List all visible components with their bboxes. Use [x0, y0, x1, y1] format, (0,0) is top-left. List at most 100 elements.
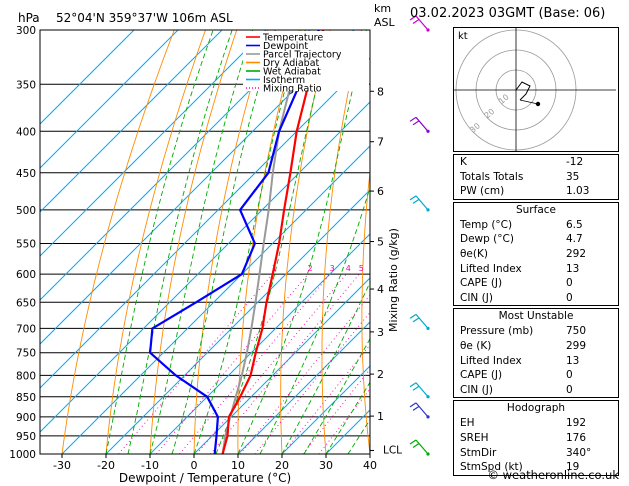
- legend-entry: Dewpoint: [263, 41, 308, 52]
- parcel-point: [224, 435, 227, 437]
- most-unstable-row: CAPE (J) 0: [454, 368, 618, 383]
- wind-barb: [415, 195, 429, 211]
- dry-adiabat-line: [321, 30, 362, 454]
- mixing-ratio-label: 20: [443, 264, 453, 273]
- wind-barb: [415, 382, 429, 398]
- index-row: K -12: [454, 155, 618, 170]
- hodograph-table-value: 19: [566, 461, 580, 474]
- wind-barb: [415, 402, 429, 418]
- wind-barb-dot: [426, 415, 430, 419]
- parcel-point: [240, 374, 243, 377]
- legend-entry: Wet Adiabat: [263, 67, 321, 78]
- wind-barb: [415, 116, 429, 132]
- dry-adiabat-line: [401, 30, 424, 454]
- isotherm-line: [237, 321, 370, 454]
- isotherm-line: [105, 189, 370, 454]
- hodograph-table-row: StmDir 340°: [454, 446, 618, 461]
- most-unstable-row: Lifted Index 13: [454, 354, 618, 369]
- wind-barb-flag: [409, 15, 417, 21]
- wet-adiabat-line: [105, 30, 214, 454]
- hodograph-table-value: 192: [566, 417, 587, 430]
- surface-row: θe(K) 292: [454, 247, 618, 262]
- pressure-tick-label: 750: [16, 348, 36, 360]
- pressure-tick-label: 900: [16, 412, 36, 424]
- wind-barb-dot: [426, 28, 430, 32]
- x-axis-label: Dewpoint / Temperature (°C): [119, 471, 291, 485]
- index-row: PW (cm) 1.03: [454, 184, 618, 199]
- most-unstable-value: 13: [566, 354, 580, 367]
- mixing-ratio-line: [155, 273, 309, 454]
- temperature-point: [278, 242, 280, 245]
- chart-profiles: [149, 30, 325, 454]
- isotherm-line: [149, 233, 370, 454]
- km-label: km: [374, 2, 391, 15]
- index-row: Totals Totals 35: [454, 170, 618, 185]
- dry-adiabat-line: [61, 30, 175, 454]
- legend-background: [243, 31, 369, 91]
- x-tick-label: 30: [319, 459, 333, 472]
- most-unstable-label: CAPE (J): [460, 369, 503, 382]
- pressure-tick-label: 1000: [9, 449, 36, 461]
- pressure-tick-label: 450: [16, 168, 36, 180]
- km-tick-label: 6: [377, 185, 384, 198]
- dry-adiabat-line: [361, 167, 370, 454]
- wind-barb-dot: [426, 326, 430, 330]
- isotherm-line: [40, 30, 179, 169]
- temperature-point: [283, 209, 285, 211]
- most-unstable-value: 0: [566, 383, 573, 396]
- wind-barb-dot: [426, 129, 430, 133]
- km-tick-label: 2: [377, 368, 384, 381]
- parcel-point: [250, 327, 253, 330]
- legend-entry: Mixing Ratio: [263, 84, 322, 95]
- index-value: -12: [566, 156, 584, 168]
- surface-value: 6.5: [566, 218, 583, 231]
- wind-barb-flag: [412, 385, 420, 391]
- km-tick-label: 1: [377, 410, 384, 423]
- copyright-footer: © weatheronline.co.uk: [487, 468, 619, 482]
- parcel-point: [267, 209, 270, 211]
- dewpoint-point: [215, 435, 218, 437]
- pressure-tick-label: 500: [16, 205, 36, 217]
- dewpoint-point: [149, 351, 151, 354]
- parcel-point: [235, 395, 237, 398]
- most-unstable-value: 299: [566, 339, 587, 352]
- dewpoint-point: [254, 242, 256, 245]
- wind-barb-flag: [409, 439, 417, 445]
- wet-adiabat-line: [127, 30, 233, 454]
- pressure-tick-label: 950: [16, 431, 36, 443]
- dewpoint-point: [239, 209, 241, 211]
- mixing-ratio-line: [282, 344, 370, 454]
- index-label: K: [460, 156, 467, 168]
- surface-label: Temp (°C): [460, 218, 513, 231]
- most-unstable-label: Pressure (mb): [460, 325, 534, 338]
- wet-adiabat-line: [237, 30, 367, 454]
- temperature-point: [239, 395, 242, 398]
- most-unstable-label: Lifted Index: [460, 354, 522, 367]
- wind-barb-flag: [412, 198, 420, 204]
- parcel-point: [246, 351, 248, 354]
- wind-barb-flag: [409, 116, 417, 122]
- wind-barb-flag: [412, 317, 420, 323]
- most-unstable-row: CIN (J) 0: [454, 383, 618, 398]
- isotherm-line: [40, 30, 311, 301]
- mixing-ratio-label: 4: [346, 264, 351, 273]
- x-tick-label: 0: [191, 459, 198, 472]
- mixing-ratio-label: 3: [330, 264, 335, 273]
- parcel-point: [272, 171, 274, 174]
- isotherm-line: [40, 30, 135, 125]
- pressure-tick-label: 550: [16, 238, 36, 250]
- hodograph-table-label: StmSpd (kt): [460, 461, 523, 474]
- most-unstable-value: 0: [566, 369, 573, 382]
- wet-adiabat-line: [149, 30, 254, 454]
- most-unstable-title: Most Unstable: [498, 310, 574, 323]
- most-unstable-label: θe (K): [460, 339, 492, 352]
- dry-adiabat-line: [193, 30, 269, 454]
- most-unstable-value: 750: [566, 325, 587, 338]
- mixing-ratio-line: [302, 368, 370, 454]
- surface-row: CAPE (J) 0: [454, 276, 618, 291]
- wind-barb-dot: [426, 452, 430, 456]
- surface-box: Surface Temp (°C) 6.5 Dewp (°C) 4.7 θe(K) 292 L…: [453, 201, 619, 307]
- isotherm-line: [40, 101, 370, 433]
- hodograph-table-row: StmSpd (kt) 19: [454, 460, 618, 475]
